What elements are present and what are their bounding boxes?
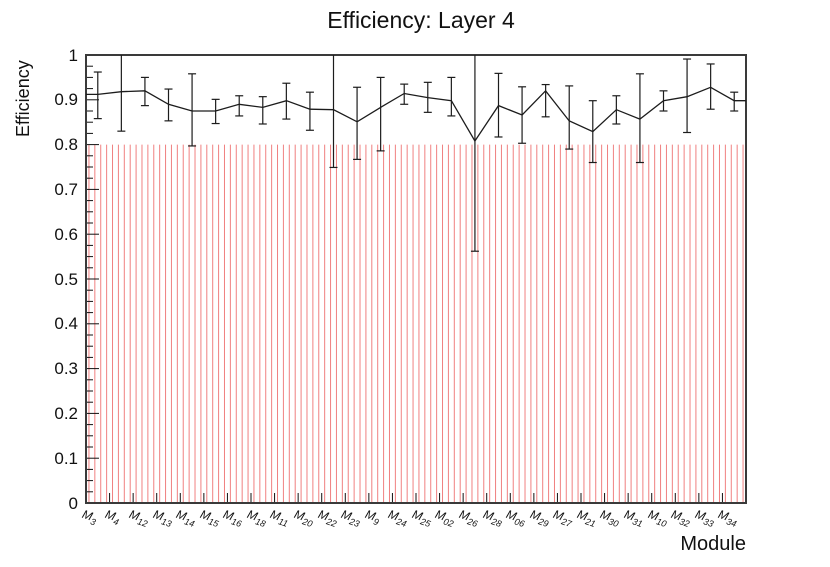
y-tick-label: 0.9	[54, 90, 78, 110]
y-tick-label: 0.7	[54, 179, 78, 199]
chart-title: Efficiency: Layer 4	[327, 7, 515, 33]
y-tick-label: 0.1	[54, 448, 78, 468]
y-tick-label: 0.8	[54, 135, 78, 155]
plot-frame	[85, 54, 747, 504]
y-tick-label: 0.4	[54, 314, 78, 334]
y-tick-label: 0.2	[54, 403, 78, 423]
y-tick-label: 0.6	[54, 224, 78, 244]
y-tick-label: 0.3	[54, 359, 78, 379]
x-axis-title: Module	[680, 533, 746, 555]
data-polyline	[86, 86, 746, 143]
y-tick-label: 0	[68, 493, 78, 513]
y-tick-label: 0.5	[54, 269, 78, 289]
y-tick-label: 1	[68, 45, 78, 65]
